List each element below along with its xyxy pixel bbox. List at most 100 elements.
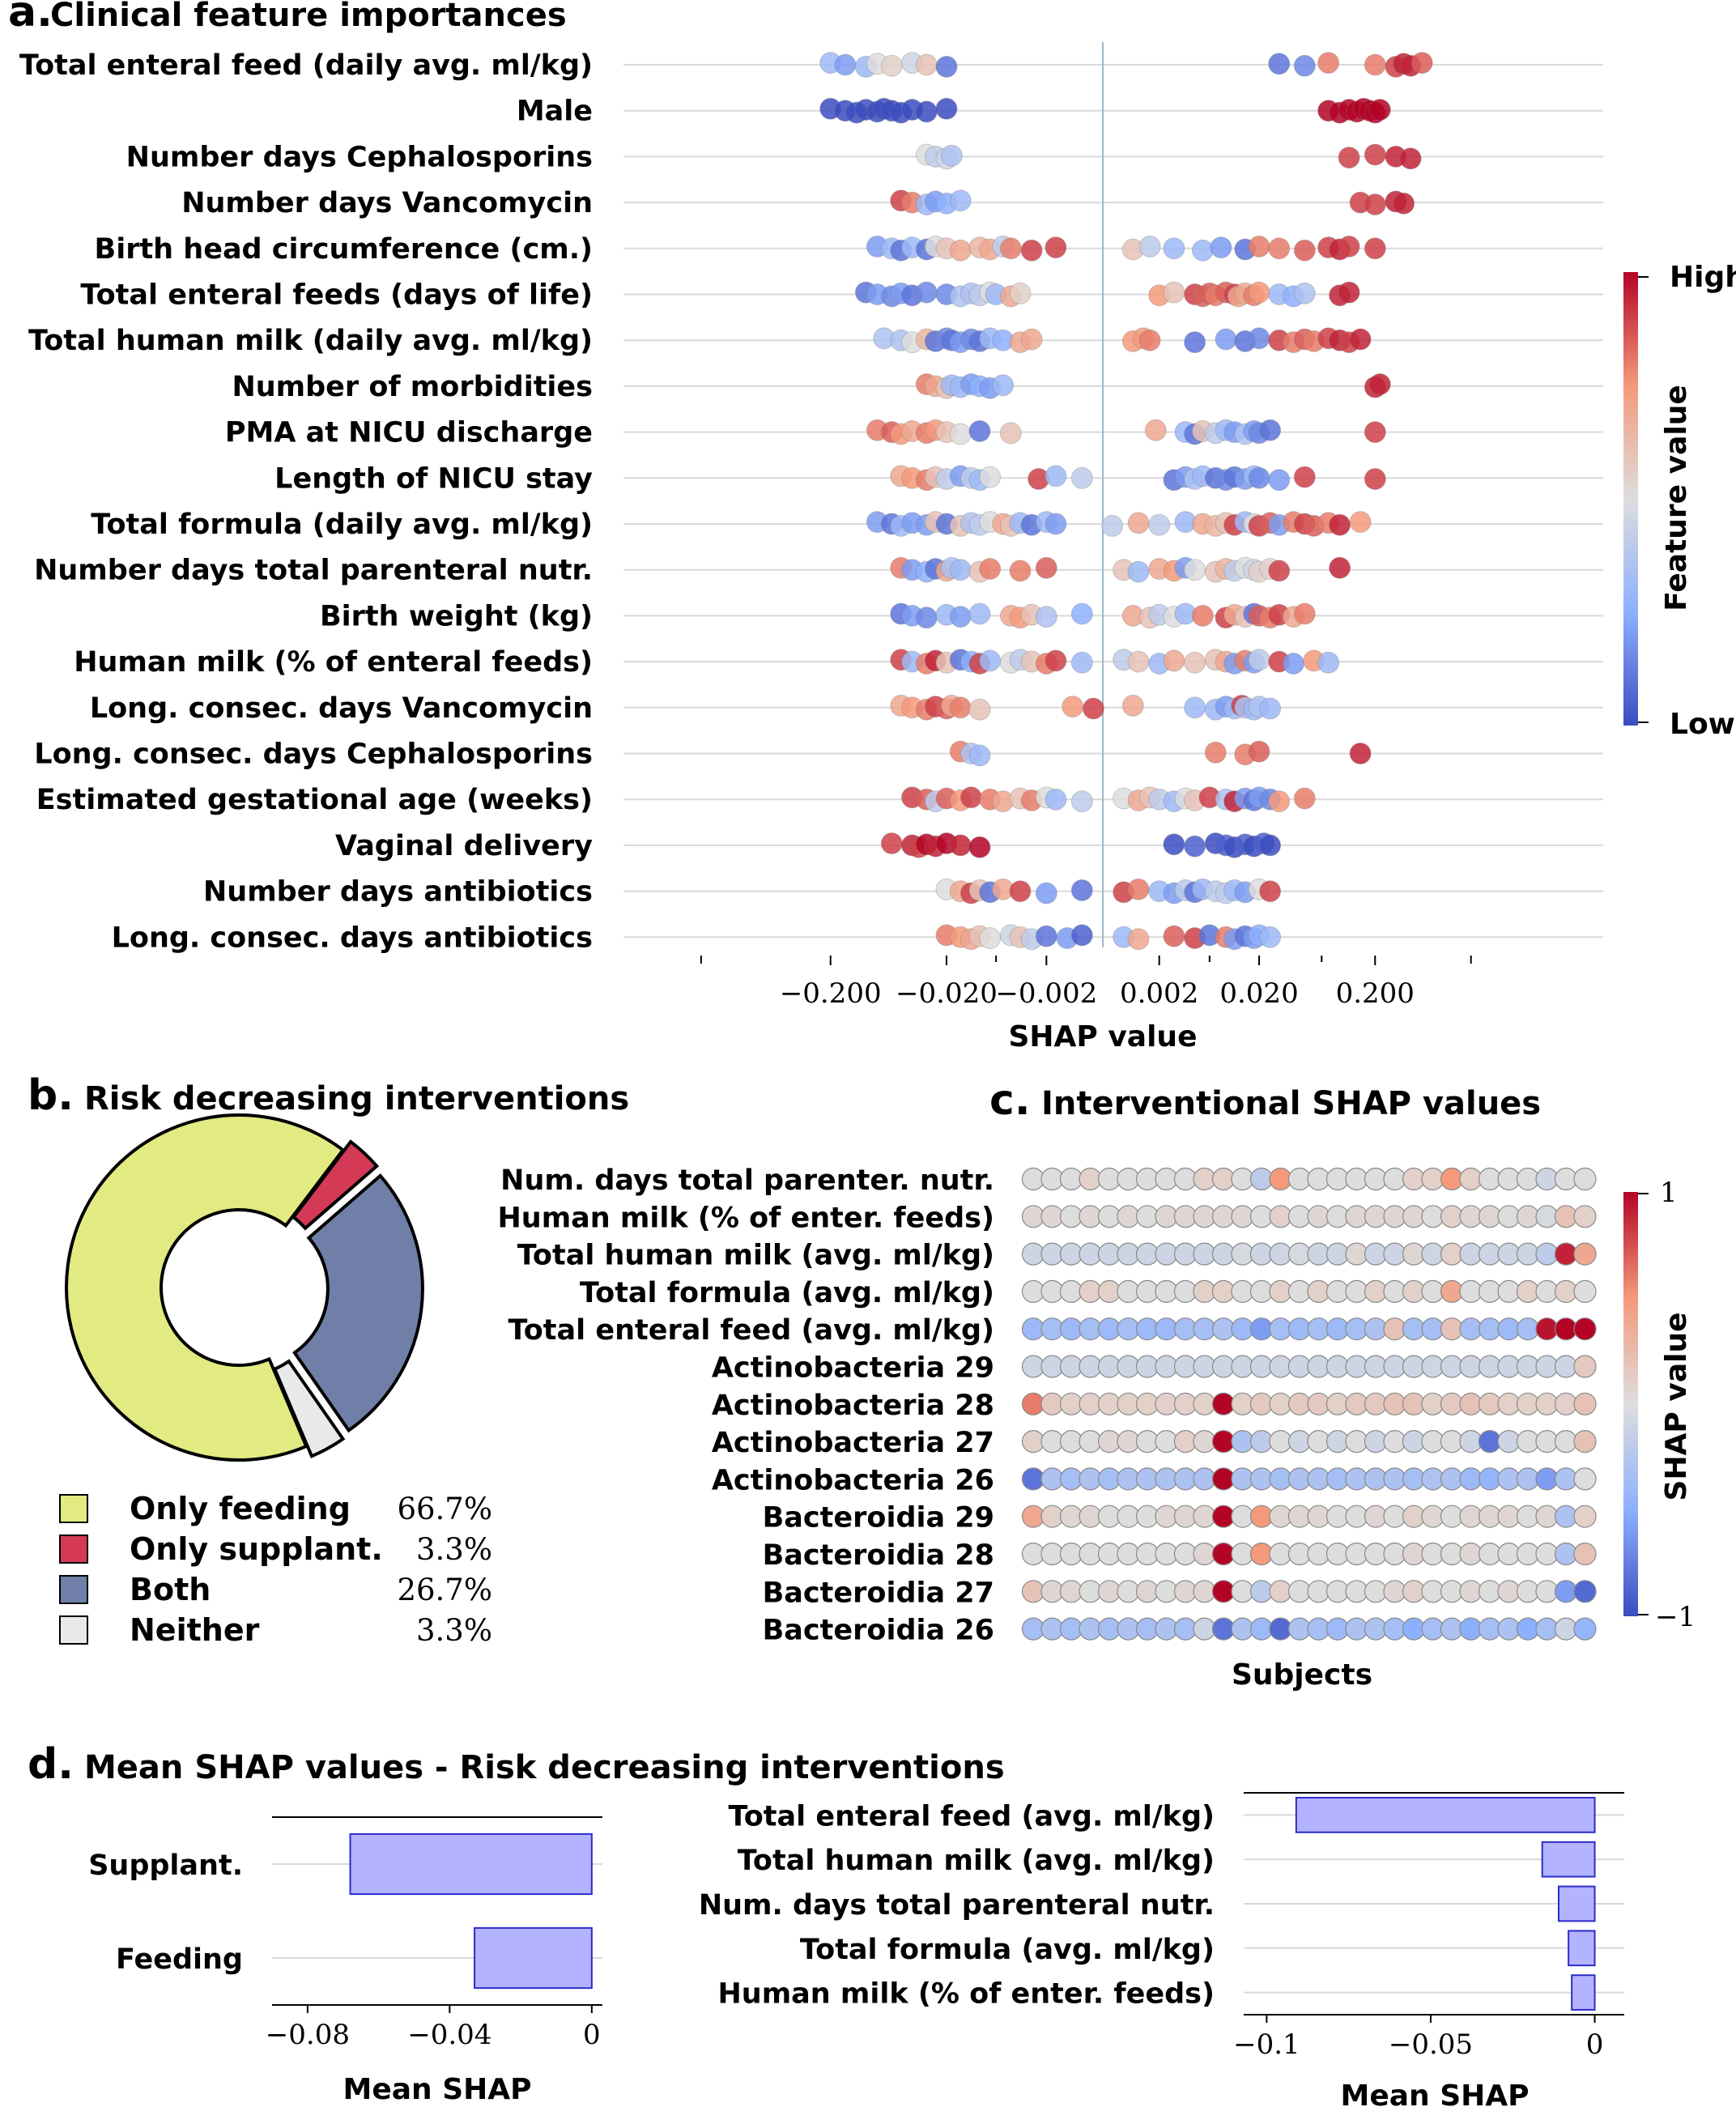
panel-a-feature-label: Total enteral feeds (days of life) — [80, 279, 593, 312]
panel-a-point — [1070, 879, 1093, 901]
panel-a-point — [1349, 328, 1372, 351]
bar — [474, 1926, 593, 1990]
panel-a-point — [1293, 239, 1316, 262]
panel-b-legend-swatch — [59, 1575, 88, 1604]
panel-a-point — [992, 374, 1015, 397]
panel-a-point — [1045, 236, 1067, 259]
panel-a-point — [1035, 556, 1057, 579]
panel-b-legend-swatch — [59, 1494, 88, 1523]
bar-category-label: Feeding — [116, 1943, 243, 1976]
panel-a-point — [1045, 649, 1067, 672]
panel-a-point — [1163, 281, 1185, 304]
panel-a-xtick-label: 0.002 — [1120, 977, 1198, 1010]
panel-a-point — [935, 55, 958, 78]
panel-a-point — [1259, 834, 1282, 857]
panel-a-point — [1364, 421, 1386, 444]
panel-a-point — [1364, 53, 1386, 76]
panel-c-cell — [1573, 1429, 1597, 1454]
bar-xtick-label: −0.04 — [407, 2019, 491, 2051]
panel-a-point — [1163, 649, 1185, 672]
panel-a-point — [1210, 236, 1232, 259]
bar-category-label: Supplant. — [88, 1849, 243, 1882]
panel-d-title: Mean SHAP values - Risk decreasing inter… — [84, 1749, 1005, 1786]
panel-b-legend-swatch — [59, 1534, 88, 1564]
panel-a-point — [1338, 147, 1360, 169]
panel-a-point — [979, 649, 1002, 672]
bar — [1541, 1841, 1596, 1878]
panel-a-feature-label: Human milk (% of enteral feeds) — [74, 646, 593, 679]
panel-d-left-chart: Supplant. Feeding −0.08 −0.04 0 — [88, 1816, 602, 2051]
panel-a-xtick-label: −0.020 — [896, 977, 998, 1010]
panel-a-point — [1148, 513, 1171, 536]
panel-a-point — [1191, 604, 1214, 627]
panel-a-point — [1364, 468, 1386, 490]
panel-a-feature-label: Number days antibiotics — [203, 876, 593, 909]
panel-a-point — [1329, 556, 1351, 579]
panel-c-cell — [1573, 1242, 1597, 1266]
panel-a-feature-labels: Total enteral feed (daily avg. ml/kg) Mal… — [19, 49, 593, 954]
panel-a-point — [1070, 924, 1093, 947]
panel-a-point — [1163, 925, 1185, 947]
panel-c-row-label: Total human milk (avg. ml/kg) — [517, 1240, 994, 1272]
panel-d-right-chart: Total enteral feed (avg. ml/kg) Total hum… — [699, 1792, 1624, 2061]
panel-a-colorbar-title: Feature value — [1660, 385, 1693, 611]
panel-a-point — [1349, 743, 1372, 764]
panel-a-point — [1215, 328, 1237, 351]
bar — [1295, 1797, 1596, 1833]
panel-a-feature-label: Total formula (daily avg. ml/kg) — [91, 509, 593, 541]
panel-b-title: Risk decreasing interventions — [84, 1080, 629, 1117]
panel-c-cell — [1573, 1317, 1597, 1341]
panel-a-point — [1184, 696, 1206, 719]
panel-b-slice — [292, 1173, 424, 1433]
panel-a-colorbar-high: High — [1670, 261, 1736, 294]
panel-a-grid — [623, 42, 1603, 947]
panel-c-xlabel: Subjects — [1232, 1658, 1372, 1692]
panel-a-point — [880, 54, 903, 77]
panel-a-point — [1338, 235, 1360, 258]
panel-a-point — [949, 606, 972, 628]
panel-a-point — [1101, 514, 1124, 537]
panel-a-point — [1268, 469, 1291, 492]
panel-a-point — [1045, 513, 1067, 535]
panel-b-slice — [65, 1113, 346, 1462]
panel-c-row-label: Actinobacteria 26 — [712, 1464, 994, 1496]
panel-a-point — [999, 422, 1022, 445]
panel-c-row-label: Total formula (avg. ml/kg) — [580, 1277, 994, 1309]
panel-a-point — [1317, 651, 1340, 674]
panel-a-point — [1035, 882, 1057, 905]
panel-a-point — [915, 281, 938, 304]
panel-a-feature-label: Number days total parenteral nutr. — [34, 555, 593, 587]
panel-a-point — [968, 419, 991, 442]
bar-category-label: Total enteral feed (avg. ml/kg) — [729, 1800, 1215, 1832]
panel-a-point — [1035, 606, 1057, 628]
panel-a-feature-label: Total enteral feed (daily avg. ml/kg) — [19, 49, 593, 82]
panel-a-point — [880, 832, 903, 854]
panel-a-point — [1248, 327, 1270, 350]
bar-xtick-label: −0.08 — [266, 2019, 350, 2051]
panel-b-legend-value: 66.7% — [397, 1492, 492, 1526]
panel-a-point — [1127, 650, 1150, 673]
panel-a-point — [1070, 466, 1093, 489]
panel-a-colorbar — [1623, 272, 1638, 726]
panel-a-point — [1163, 237, 1185, 260]
panel-c-colorbar — [1623, 1192, 1638, 1616]
panel-a-point — [949, 189, 972, 212]
panel-a-feature-label: Number days Vancomycin — [181, 187, 593, 219]
bar-xtick-label: 0 — [1586, 2028, 1604, 2061]
panel-a-point — [1045, 788, 1067, 811]
panel-c-row-label: Num. days total parenter. nutr. — [500, 1164, 994, 1197]
panel-a-point — [949, 239, 972, 262]
bar — [1571, 1974, 1596, 2011]
panel-a-point — [1070, 602, 1093, 625]
panel-a-xlabel: SHAP value — [1009, 1020, 1198, 1054]
panel-a-point — [949, 696, 972, 719]
panel-a-point — [1009, 560, 1032, 582]
panel-c-cell — [1573, 1167, 1597, 1191]
panel-c-cell — [1573, 1467, 1597, 1491]
panel-a-feature-label: Length of NICU stay — [274, 462, 593, 495]
panel-a-point — [935, 97, 958, 120]
bar-category-label: Total formula (avg. ml/kg) — [800, 1934, 1215, 1966]
panel-c-cell — [1573, 1355, 1597, 1378]
panel-a-point — [1121, 694, 1144, 717]
